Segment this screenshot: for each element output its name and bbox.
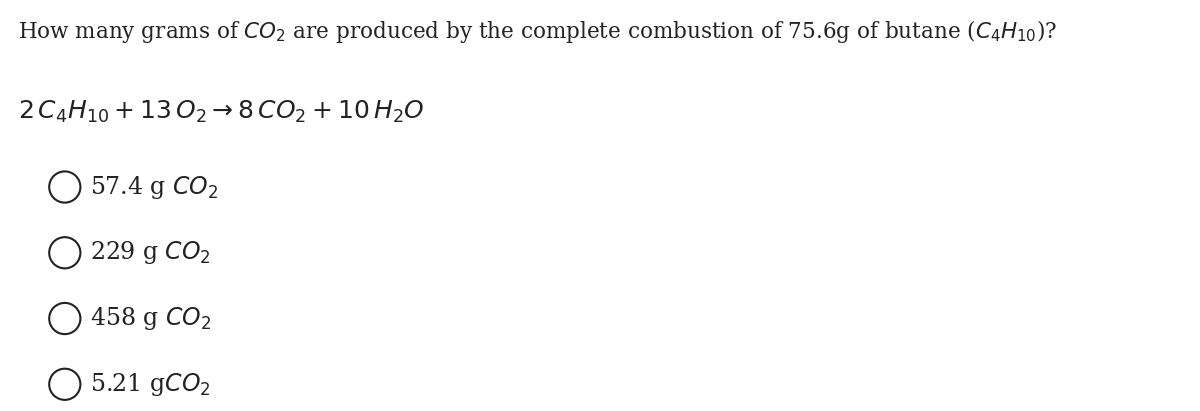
Text: 57.4 g $CO_2$: 57.4 g $CO_2$ (90, 173, 218, 201)
Text: $2\,C_4H_{10} + 13\,O_2 \rightarrow 8\,CO_2 + 10\,H_2O$: $2\,C_4H_{10} + 13\,O_2 \rightarrow 8\,C… (18, 99, 425, 125)
Text: 229 g $CO_2$: 229 g $CO_2$ (90, 239, 211, 266)
Text: 5.21 g$CO_2$: 5.21 g$CO_2$ (90, 371, 210, 398)
Text: 458 g $CO_2$: 458 g $CO_2$ (90, 305, 211, 332)
Text: How many grams of $CO_2$ are produced by the complete combustion of 75.6g of but: How many grams of $CO_2$ are produced by… (18, 18, 1057, 46)
